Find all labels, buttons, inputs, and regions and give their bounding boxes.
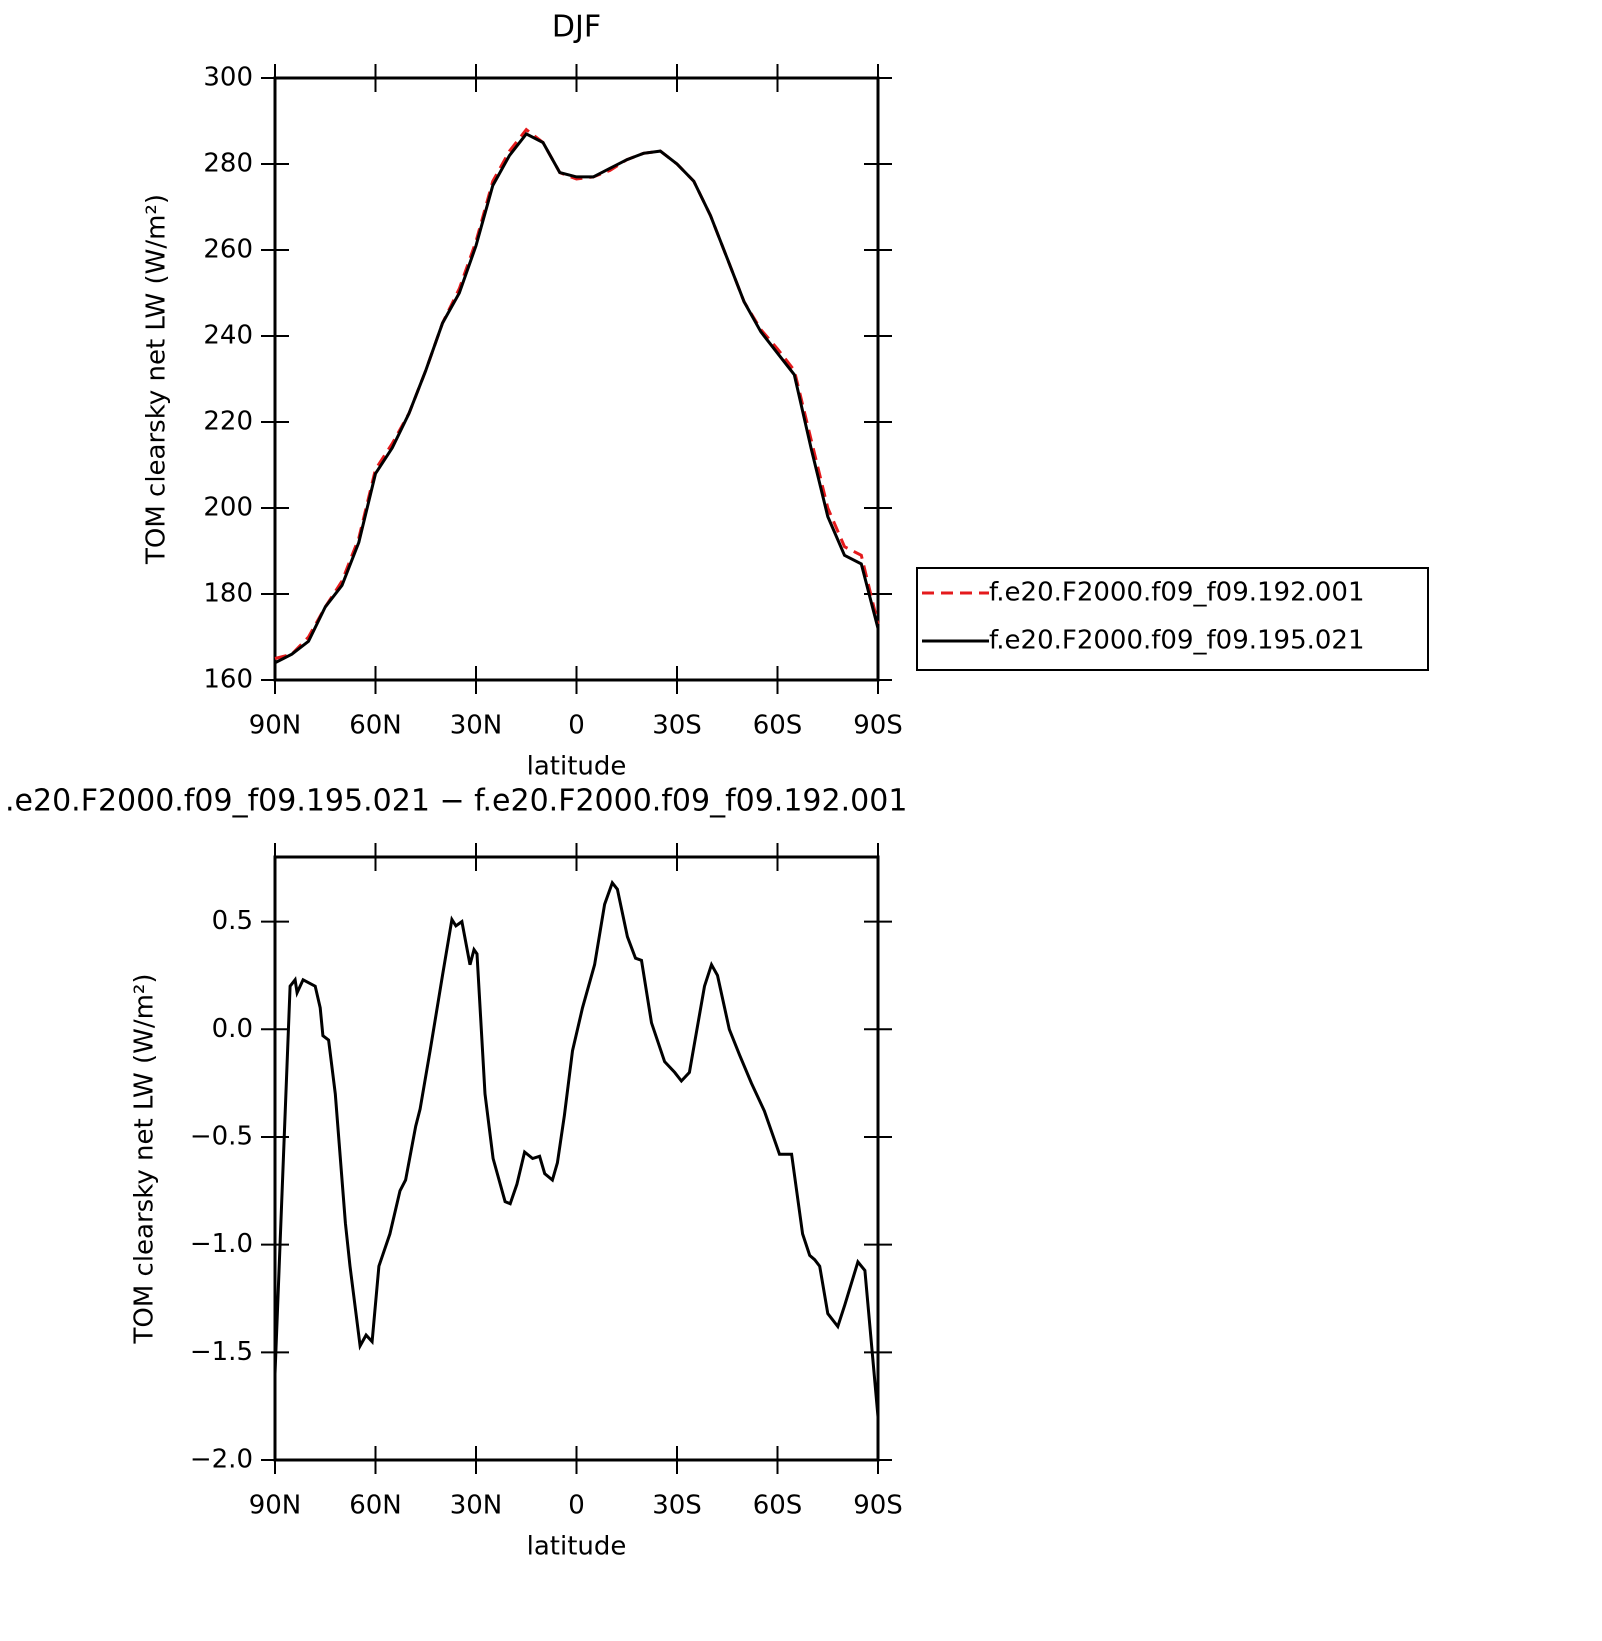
x-tick-label: 60S bbox=[753, 1491, 803, 1521]
plot-frame bbox=[273, 855, 880, 1462]
x-tick-label: 60S bbox=[753, 711, 803, 741]
y-tick-label: 280 bbox=[203, 149, 253, 179]
x-tick-label: 90S bbox=[853, 711, 903, 741]
chart-title: .e20.F2000.f09_f09.195.021 − f.e20.F2000… bbox=[5, 784, 907, 819]
y-axis-label: TOM clearsky net LW (W/m²) bbox=[142, 194, 172, 565]
y-tick-label: 260 bbox=[203, 235, 253, 265]
x-tick-label: 30S bbox=[652, 711, 702, 741]
y-tick-label: 240 bbox=[203, 321, 253, 351]
x-tick-label: 30N bbox=[450, 711, 503, 741]
y-tick-label: −1.5 bbox=[190, 1337, 253, 1367]
y-tick-label: 160 bbox=[203, 665, 253, 695]
data-line bbox=[274, 127, 880, 660]
x-tick-label: 60N bbox=[349, 711, 402, 741]
x-tick-label: 90S bbox=[853, 1491, 903, 1521]
y-tick-label: 200 bbox=[203, 493, 253, 523]
x-tick-label: 90N bbox=[249, 711, 302, 741]
x-tick-label: 0 bbox=[568, 711, 585, 741]
chart-title: DJF bbox=[552, 10, 601, 45]
y-tick-label: 180 bbox=[203, 579, 253, 609]
legend-label: f.e20.F2000.f09_f09.192.001 bbox=[989, 578, 1365, 608]
y-tick-label: 300 bbox=[203, 63, 253, 93]
legend-label: f.e20.F2000.f09_f09.195.021 bbox=[989, 626, 1365, 656]
data-line bbox=[274, 131, 880, 665]
plot-frame bbox=[273, 76, 880, 682]
y-tick-label: −0.5 bbox=[190, 1121, 253, 1151]
x-tick-label: 90N bbox=[249, 1491, 302, 1521]
x-tick-label: 0 bbox=[568, 1491, 585, 1521]
x-tick-label: 60N bbox=[349, 1491, 402, 1521]
y-axis-label: TOM clearsky net LW (W/m²) bbox=[130, 973, 160, 1344]
y-tick-label: −1.0 bbox=[190, 1229, 253, 1259]
data-line bbox=[273, 879, 880, 1418]
legend-box bbox=[916, 567, 1429, 671]
y-tick-label: 220 bbox=[203, 407, 253, 437]
x-axis-label: latitude bbox=[527, 752, 627, 782]
x-axis-label: latitude bbox=[527, 1532, 627, 1562]
y-tick-label: −2.0 bbox=[190, 1445, 253, 1475]
y-tick-label: 0.0 bbox=[212, 1014, 253, 1044]
y-tick-label: 0.5 bbox=[212, 906, 253, 936]
x-tick-label: 30S bbox=[652, 1491, 702, 1521]
x-tick-label: 30N bbox=[450, 1491, 503, 1521]
